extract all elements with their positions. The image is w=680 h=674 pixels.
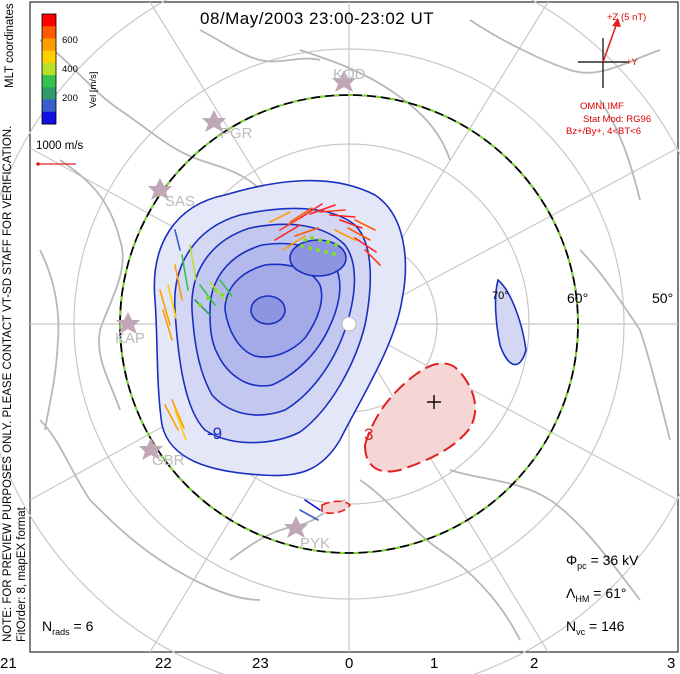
colorbar-tick-200: 200 <box>62 93 78 104</box>
contour-label-negative: -9 <box>207 424 223 443</box>
coastlines <box>39 19 671 641</box>
mlt-label-22: 22 <box>155 655 172 672</box>
imf-condition: Bz+/By+, 4<BT<6 <box>566 126 641 137</box>
mlt-label-21: 21 <box>0 655 17 672</box>
latitude-label-70: 70° <box>492 290 509 302</box>
stat-n-vc: Nvc = 146 <box>566 618 625 637</box>
mlt-label-3: 3 <box>667 655 676 672</box>
mlt-label-0: 0 <box>345 655 354 672</box>
colorbar-segment <box>42 50 56 64</box>
radar-label-gbr: GBR <box>152 452 185 469</box>
radar-markers <box>116 70 356 538</box>
imf-clock <box>578 18 628 88</box>
radar-label-sas: SAS <box>165 193 196 210</box>
imf-model: Stat Mod: RG96 <box>583 114 652 125</box>
velocity-vectors <box>159 203 381 521</box>
map-frame <box>29 1 679 653</box>
vector-points <box>198 236 338 307</box>
coordinates-label: MLT coordinates <box>4 3 16 88</box>
map-title: 08/May/2003 23:00-23:02 UT <box>200 9 435 28</box>
colorbar-segment <box>42 111 56 125</box>
imf-z-label: +Z (5 nT) <box>607 12 647 23</box>
scale-vector-origin <box>36 162 40 166</box>
mlt-label-1: 1 <box>430 655 439 672</box>
radar-label-pyk: PYK <box>300 535 331 552</box>
radar-label-pgr: PGR <box>220 125 253 142</box>
imf-source: OMNI IMF <box>580 101 624 112</box>
colorbar-tick-400: 400 <box>62 64 78 75</box>
fit-order-note: FitOrder: 8, mapEX format <box>16 507 28 642</box>
stat-phi-pc: Φpc = 36 kV <box>566 552 639 571</box>
colorbar-segment <box>42 62 56 76</box>
preview-note: NOTE: FOR PREVIEW PURPOSES ONLY. PLEASE … <box>2 125 14 642</box>
colorbar-segment <box>42 99 56 113</box>
colorbar-segment <box>42 14 56 27</box>
latitude-label-60: 60° <box>567 290 589 306</box>
mlt-label-23: 23 <box>252 655 269 672</box>
stat-n-rads: Nrads = 6 <box>42 618 94 637</box>
imf-y-label: +Y <box>626 57 638 68</box>
colorbar-segment <box>42 87 56 101</box>
colorbar-segment <box>42 26 56 39</box>
pole-marker <box>341 316 357 332</box>
mlt-label-2: 2 <box>530 655 539 672</box>
hm-boundary-dashes <box>119 94 579 554</box>
contour-label-positive: 3 <box>364 425 374 444</box>
radar-label-kap: KAP <box>115 330 146 347</box>
colorbar-frame <box>41 13 57 125</box>
stat-lambda-hm: ΛHM = 61° <box>566 585 627 604</box>
colorbar-label: Vel [m/s] <box>88 71 99 108</box>
velocity-color-bar <box>41 13 57 125</box>
colorbar-segment <box>42 75 56 88</box>
latitude-label-50: 50° <box>652 290 674 306</box>
colorbar-segment <box>42 38 56 52</box>
radar-label-kod: KOD <box>333 66 366 83</box>
colorbar-tick-600: 600 <box>62 35 78 46</box>
scale-vector-label: 1000 m/s <box>36 140 84 152</box>
dawn-potential-cell <box>321 362 477 514</box>
dusk-potential-cell <box>153 179 527 477</box>
